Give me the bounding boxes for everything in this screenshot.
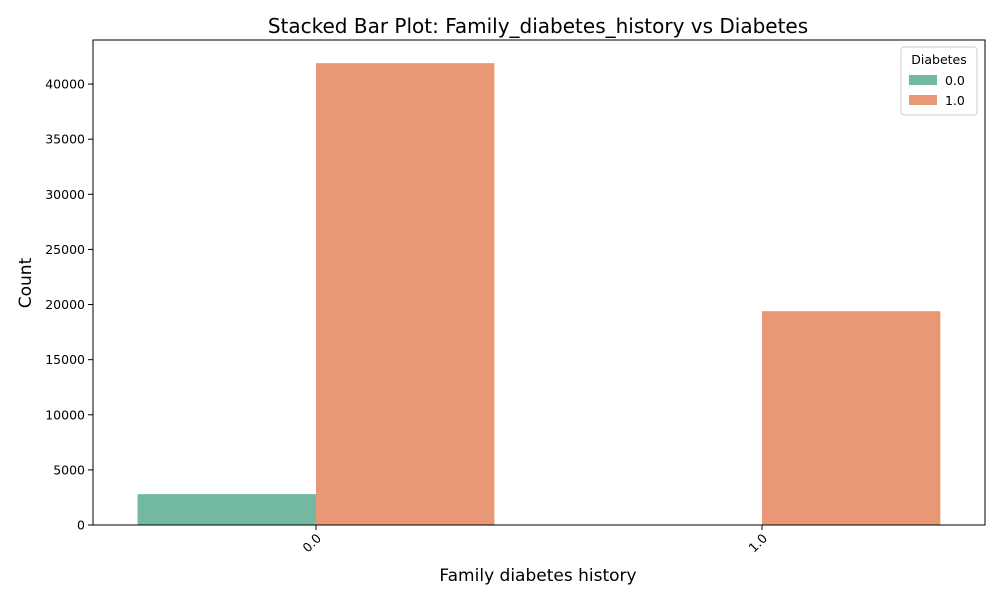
legend: Diabetes 0.0 1.0 [900, 46, 978, 116]
y-tick-label: 15000 [45, 352, 85, 367]
legend-entry-label: 1.0 [945, 93, 965, 108]
bar-0.0-diabetes-1.0 [316, 63, 495, 525]
y-tick-label: 30000 [45, 187, 85, 202]
bars-group [137, 63, 941, 525]
x-axis: 0.0 1.0 [299, 525, 770, 555]
legend-title: Diabetes [911, 52, 967, 67]
y-tick-label: 40000 [45, 77, 85, 92]
y-tick-label: 0 [77, 518, 85, 533]
y-axis: 0 5000 10000 15000 20000 25000 30000 35000 40000 [45, 77, 93, 533]
legend-entry-label: 0.0 [945, 73, 965, 88]
plot-frame [92, 39, 986, 526]
bar-0.0-diabetes-0.0 [137, 494, 316, 525]
y-tick-label: 20000 [45, 297, 85, 312]
y-tick-label: 5000 [53, 462, 85, 477]
y-axis-label: Count [16, 257, 36, 308]
chart-title: Stacked Bar Plot: Family_diabetes_histor… [268, 14, 808, 38]
x-tick-label: 0.0 [299, 530, 324, 555]
x-axis-label: Family diabetes history [439, 566, 636, 586]
bar-1.0-diabetes-1.0 [762, 311, 941, 525]
y-tick-label: 25000 [45, 242, 85, 257]
legend-swatch [909, 95, 937, 105]
x-tick-label: 1.0 [745, 530, 770, 555]
y-tick-label: 10000 [45, 407, 85, 422]
y-tick-label: 35000 [45, 132, 85, 147]
legend-swatch [909, 75, 937, 85]
